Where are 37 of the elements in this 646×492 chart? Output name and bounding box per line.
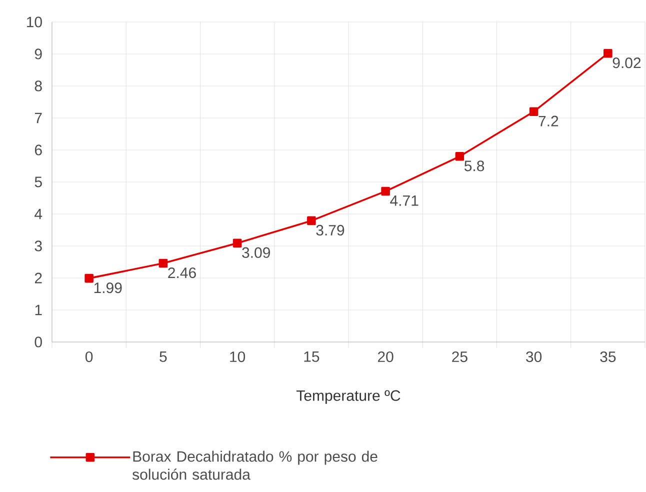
y-tick-label: 0 bbox=[34, 336, 42, 348]
y-tick-label: 9 bbox=[34, 48, 42, 60]
y-tick-label: 10 bbox=[27, 16, 42, 28]
y-tick-label: 4 bbox=[34, 208, 42, 220]
x-tick-label: 25 bbox=[452, 351, 468, 362]
x-tick-label: 15 bbox=[304, 351, 320, 362]
x-tick-label: 35 bbox=[600, 351, 616, 362]
data-label: 5.8 bbox=[464, 160, 484, 172]
data-label: 3.79 bbox=[316, 224, 344, 236]
x-tick-label: 20 bbox=[378, 351, 394, 362]
x-axis-title: Temperature ºC bbox=[296, 390, 400, 404]
point bbox=[381, 186, 390, 196]
data-label: 4.71 bbox=[390, 195, 418, 206]
point bbox=[604, 48, 612, 58]
point bbox=[455, 152, 464, 161]
point bbox=[307, 216, 316, 226]
data-label: 3.09 bbox=[242, 247, 270, 258]
data-label: 9.02 bbox=[612, 58, 641, 68]
y-tick-label: 8 bbox=[34, 80, 42, 92]
y-tick-label: 3 bbox=[34, 240, 42, 252]
y-tick-label: 1 bbox=[35, 304, 42, 316]
point bbox=[158, 258, 168, 268]
y-tick-label: 6 bbox=[34, 144, 42, 156]
x-tick-label: 10 bbox=[230, 351, 246, 362]
data-label: 1.99 bbox=[94, 282, 122, 294]
data-label: 7.2 bbox=[538, 116, 558, 126]
y-tick-label: 5 bbox=[34, 176, 42, 188]
point bbox=[232, 238, 242, 248]
data-label: 2.46 bbox=[168, 267, 196, 278]
text: Borax Decahidratado % por peso de solución saturada bbox=[132, 450, 378, 480]
point bbox=[84, 274, 94, 283]
point bbox=[529, 107, 538, 116]
x-tick-label: 30 bbox=[526, 351, 542, 362]
x-tick-label: 5 bbox=[160, 351, 167, 362]
x-tick-label: 0 bbox=[85, 351, 93, 362]
y-tick-label: 2 bbox=[34, 272, 42, 284]
y-tick-label: 7 bbox=[34, 112, 42, 124]
